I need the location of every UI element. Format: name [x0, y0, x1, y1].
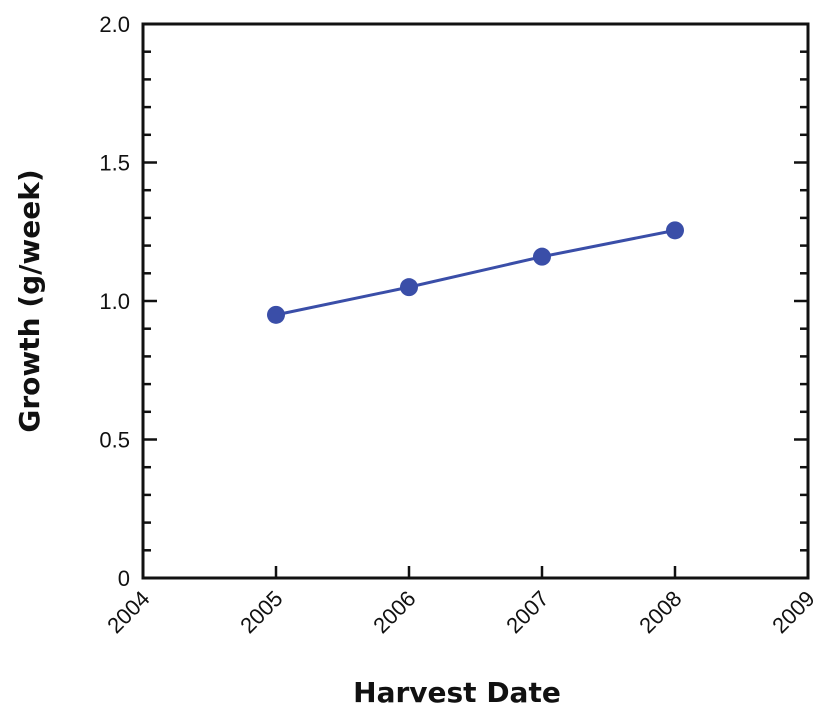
- x-axis-title: Harvest Date: [353, 676, 561, 709]
- y-axis-title: Growth (g/week): [13, 169, 46, 432]
- y-tick-label: 0: [118, 566, 130, 591]
- x-tick-label: 2005: [235, 586, 287, 638]
- x-tick-label: 2006: [368, 586, 420, 638]
- y-tick-label: 1.0: [99, 289, 130, 314]
- x-tick-labels: 2004 2005 2006 2007 2008 2009: [102, 586, 819, 638]
- x-tick-label: 2009: [767, 586, 819, 638]
- data-point: [267, 305, 285, 324]
- axis-ticks: [141, 22, 810, 580]
- x-tick-label: 2008: [634, 586, 686, 638]
- data-series: [267, 221, 684, 324]
- data-point: [666, 221, 684, 240]
- x-tick-label: 2004: [102, 586, 154, 638]
- data-point: [400, 278, 418, 297]
- y-tick-labels: 0 0.5 1.0 1.5 2.0: [99, 12, 130, 591]
- y-tick-label: 1.5: [99, 151, 130, 176]
- data-point: [533, 247, 551, 266]
- plot-frame: [141, 22, 810, 580]
- x-tick-label: 2007: [501, 586, 553, 638]
- series-line: [275, 228, 676, 317]
- y-tick-label: 0.5: [99, 428, 130, 453]
- y-tick-label: 2.0: [99, 12, 130, 37]
